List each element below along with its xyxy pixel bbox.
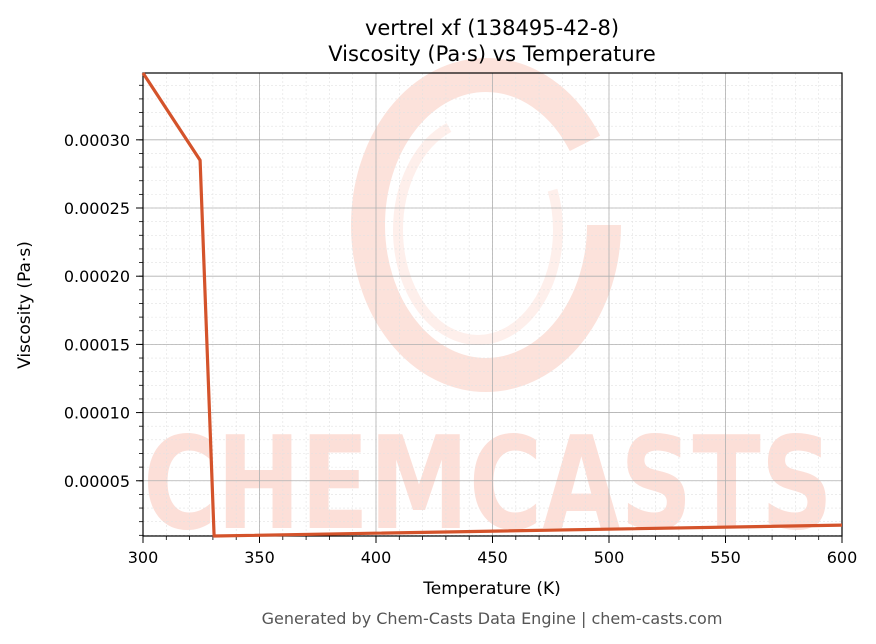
series-layer	[141, 72, 843, 538]
axis-ticks: 300 350 400 450 500 550 600 0.00005 0.00010 0.000…	[64, 84, 858, 567]
watermark-swirl-outer	[351, 58, 621, 392]
x-tick-label: 350	[244, 548, 275, 567]
y-tick-label: 0.00010	[64, 404, 130, 423]
watermark-swirl-inner	[393, 115, 563, 345]
viscosity-series-line	[141, 72, 843, 538]
chart-title: vertrel xf (138495-42-8)	[365, 16, 619, 40]
x-tick-label: 500	[594, 548, 625, 567]
x-axis-label: Temperature (K)	[422, 579, 561, 599]
y-tick-label: 0.00025	[64, 199, 130, 218]
y-tick-label: 0.00005	[64, 472, 130, 491]
y-tick-label: 0.00015	[64, 335, 130, 354]
x-tick-label: 400	[361, 548, 392, 567]
x-tick-label: 300	[128, 548, 159, 567]
x-tick-label: 600	[827, 548, 858, 567]
y-tick-label: 0.00020	[64, 267, 130, 286]
y-tick-label: 0.00030	[64, 131, 130, 150]
x-tick-label: 450	[477, 548, 508, 567]
chart-subtitle: Viscosity (Pa·s) vs Temperature	[328, 42, 656, 66]
y-axis-label: Viscosity (Pa·s)	[15, 241, 35, 369]
footer-credit: Generated by Chem-Casts Data Engine | ch…	[262, 609, 723, 628]
x-tick-label: 550	[710, 548, 741, 567]
